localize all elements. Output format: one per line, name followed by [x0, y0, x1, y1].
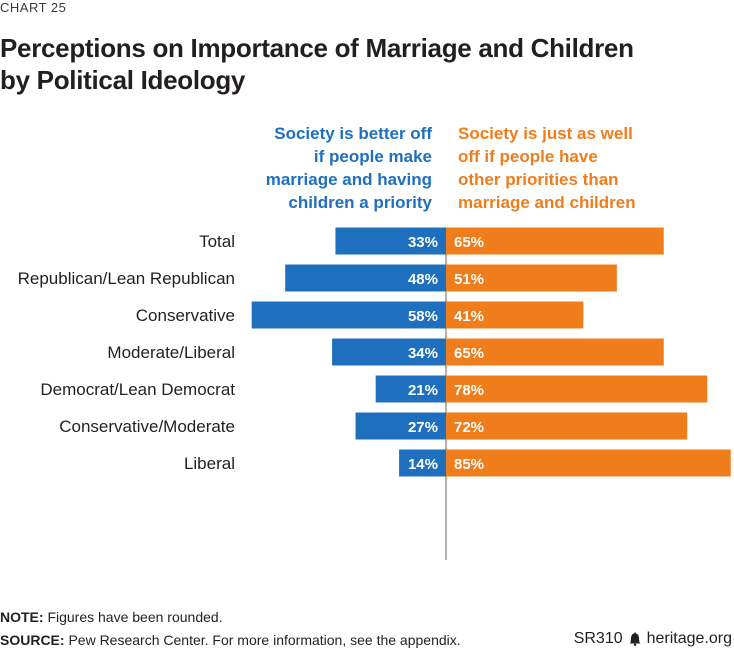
right-bar — [446, 301, 584, 329]
category-label: Liberal — [184, 454, 235, 473]
right-bar — [446, 227, 664, 255]
right-value-label: 85% — [454, 456, 484, 473]
category-label: Republican/Lean Republican — [18, 269, 235, 288]
category-label: Conservative — [136, 306, 235, 325]
right-heading-line-4: marriage and children — [458, 193, 636, 212]
left-value-label: 48% — [408, 271, 438, 288]
right-value-label: 51% — [454, 271, 484, 288]
left-value-label: 14% — [408, 456, 438, 473]
right-heading-line-2: off if people have — [458, 147, 598, 166]
right-heading-line-3: other priorities than — [458, 170, 619, 189]
brand-block: SR310 heritage.org — [574, 630, 732, 648]
source-text: Pew Research Center. For more informatio… — [64, 632, 461, 648]
right-bar — [446, 338, 664, 366]
left-heading-line-1: Society is better off — [274, 124, 432, 143]
left-bar — [335, 227, 446, 255]
left-value-label: 27% — [408, 419, 438, 436]
left-column-heading: Society is better off if people make mar… — [232, 122, 432, 214]
note-label: NOTE: — [0, 609, 44, 625]
left-bar — [285, 264, 446, 292]
left-bar — [332, 338, 446, 366]
left-value-label: 21% — [408, 382, 438, 399]
left-value-label: 33% — [408, 234, 438, 251]
liberty-bell-icon — [629, 632, 641, 646]
right-column-heading: Society is just as well off if people ha… — [458, 122, 678, 214]
right-bar — [446, 412, 688, 440]
note-text: Figures have been rounded. — [43, 609, 223, 625]
chart-title-line-1: Perceptions on Importance of Marriage an… — [0, 33, 634, 63]
left-value-label: 58% — [408, 308, 438, 325]
footer-source: SOURCE: Pew Research Center. For more in… — [0, 632, 461, 648]
source-label: SOURCE: — [0, 632, 65, 648]
right-value-label: 65% — [454, 345, 484, 362]
right-bar — [446, 264, 617, 292]
left-heading-line-2: if people make — [313, 147, 432, 166]
chart-title: Perceptions on Importance of Marriage an… — [0, 32, 700, 96]
right-bar — [446, 449, 731, 477]
right-heading-line-1: Society is just as well — [458, 124, 633, 143]
left-bar — [355, 412, 446, 440]
left-bar — [399, 449, 446, 477]
right-bar — [446, 375, 708, 403]
chart-kicker: CHART 25 — [0, 0, 67, 15]
category-label: Moderate/Liberal — [107, 343, 235, 362]
category-label: Democrat/Lean Democrat — [40, 380, 235, 399]
left-value-label: 34% — [408, 345, 438, 362]
footer-note: NOTE: Figures have been rounded. — [0, 609, 223, 625]
chart-title-line-2: by Political Ideology — [0, 65, 246, 95]
category-label: Conservative/Moderate — [59, 417, 235, 436]
right-value-label: 65% — [454, 234, 484, 251]
left-heading-line-3: marriage and having — [265, 170, 432, 189]
right-value-label: 72% — [454, 419, 484, 436]
left-heading-line-4: children a priority — [288, 193, 432, 212]
site-link[interactable]: heritage.org — [646, 630, 732, 647]
report-id: SR310 — [573, 630, 623, 647]
left-bar — [251, 301, 446, 329]
right-value-label: 78% — [454, 382, 484, 399]
right-value-label: 41% — [454, 308, 484, 325]
category-label: Total — [199, 232, 235, 251]
left-bar — [375, 375, 446, 403]
